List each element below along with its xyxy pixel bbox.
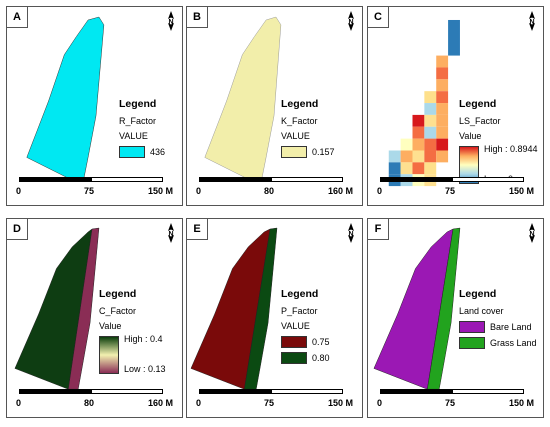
scale-tick: 80 xyxy=(264,186,275,196)
scale-tick: 0 xyxy=(196,398,202,408)
ramp-high-label: High : 0.4 xyxy=(124,334,163,344)
scale-tick: 0 xyxy=(16,186,22,196)
panel-a: A Legend R_Factor VALUE 436 0 75 150 M xyxy=(6,6,183,206)
color-ramp: High : 0.4 Low : 0.13 xyxy=(99,334,166,374)
layer-name: Land cover xyxy=(459,306,504,316)
scale-tick: 75 xyxy=(445,186,456,196)
legend-item-label: Bare Land xyxy=(490,322,532,332)
legend-item: 0.75 xyxy=(281,336,330,348)
scale-bar: 0 80 160 M xyxy=(15,389,175,413)
scale-tick: 0 xyxy=(377,398,383,408)
scale-tick: 160 M xyxy=(148,398,174,408)
north-arrow-icon xyxy=(348,11,354,31)
legend-title: Legend xyxy=(281,288,319,300)
legend-item: Grass Land xyxy=(459,337,537,349)
legend-item: 436 xyxy=(119,146,165,158)
scale-bar: 0 80 160 M xyxy=(195,177,355,201)
scale-tick: 75 xyxy=(264,398,275,408)
north-arrow-icon xyxy=(529,11,535,31)
legend: Legend K_Factor VALUE 0.157 xyxy=(281,98,335,162)
ramp-low-label: Low : 0.13 xyxy=(124,364,166,374)
legend-swatch xyxy=(281,146,307,158)
map-land-cover xyxy=(373,227,461,390)
panel-f: F Legend Land cover Bare Land Grass Land… xyxy=(367,218,544,418)
scale-tick: 150 M xyxy=(328,398,354,408)
field-name: VALUE xyxy=(281,321,310,331)
legend-swatch xyxy=(281,352,307,364)
north-arrow-icon xyxy=(168,223,174,243)
scale-tick: 160 M xyxy=(328,186,354,196)
field-name: Value xyxy=(99,321,122,331)
map-c-factor xyxy=(14,227,100,390)
legend-swatch xyxy=(459,321,485,333)
scale-tick: 0 xyxy=(196,186,202,196)
legend-item-label: 0.157 xyxy=(312,147,335,157)
scale-bar: 0 75 150 M xyxy=(376,177,536,201)
layer-name: K_Factor xyxy=(281,116,318,126)
scale-tick: 75 xyxy=(84,186,95,196)
legend-item-label: 436 xyxy=(150,147,166,157)
legend-title: Legend xyxy=(119,98,157,110)
ramp-swatch xyxy=(459,146,479,184)
panel-b: B Legend K_Factor VALUE 0.157 0 80 160 M xyxy=(186,6,363,206)
scale-tick: 150 M xyxy=(148,186,174,196)
ramp-high-label: High : 0.8944 xyxy=(484,144,538,154)
scale-tick: 75 xyxy=(445,398,456,408)
layer-name: P_Factor xyxy=(281,306,318,316)
legend-item-label: 0.80 xyxy=(312,353,330,363)
legend: Legend R_Factor VALUE 436 xyxy=(119,98,165,162)
legend-swatch xyxy=(459,337,485,349)
scale-tick: 0 xyxy=(16,398,22,408)
legend: Legend LS_Factor Value High : 0.8944 Low… xyxy=(459,98,538,184)
map-k-factor xyxy=(204,16,282,179)
panel-label: D xyxy=(7,219,28,240)
panel-label: E xyxy=(187,219,208,240)
legend-item: Bare Land xyxy=(459,321,537,333)
legend-swatch xyxy=(281,336,307,348)
legend-title: Legend xyxy=(459,98,497,110)
scale-tick: 80 xyxy=(84,398,95,408)
legend-swatch xyxy=(119,146,145,158)
ramp-swatch xyxy=(99,336,119,374)
panel-label: C xyxy=(368,7,389,28)
legend-title: Legend xyxy=(99,288,137,300)
legend-title: Legend xyxy=(281,98,319,110)
legend-item-label: Grass Land xyxy=(490,338,537,348)
legend: Legend Land cover Bare Land Grass Land xyxy=(459,288,537,353)
panel-e: E Legend P_Factor VALUE 0.75 0.80 0 75 1… xyxy=(186,218,363,418)
legend-title: Legend xyxy=(459,288,497,300)
scale-bar: 0 75 150 M xyxy=(376,389,536,413)
layer-name: R_Factor xyxy=(119,116,157,126)
legend-item: 0.157 xyxy=(281,146,335,158)
legend: Legend C_Factor Value High : 0.4 Low : 0… xyxy=(99,288,166,374)
field-name: VALUE xyxy=(119,131,148,141)
scale-tick: 150 M xyxy=(509,186,535,196)
field-name: VALUE xyxy=(281,131,310,141)
legend: Legend P_Factor VALUE 0.75 0.80 xyxy=(281,288,330,368)
scale-tick: 150 M xyxy=(509,398,535,408)
map-p-factor xyxy=(190,227,278,390)
panel-label: B xyxy=(187,7,208,28)
panel-c: C Legend LS_Factor Value High : 0.8944 L… xyxy=(367,6,544,206)
scale-tick: 0 xyxy=(377,186,383,196)
layer-name: LS_Factor xyxy=(459,116,501,126)
scale-bar: 0 75 150 M xyxy=(15,177,175,201)
panel-label: A xyxy=(7,7,28,28)
north-arrow-icon xyxy=(348,223,354,243)
scale-bar: 0 75 150 M xyxy=(195,389,355,413)
north-arrow-icon xyxy=(529,223,535,243)
panel-d: D Legend C_Factor Value High : 0.4 Low :… xyxy=(6,218,183,418)
panel-label: F xyxy=(368,219,389,240)
legend-item: 0.80 xyxy=(281,352,330,364)
field-name: Value xyxy=(459,131,482,141)
legend-item-label: 0.75 xyxy=(312,337,330,347)
layer-name: C_Factor xyxy=(99,306,137,316)
north-arrow-icon xyxy=(168,11,174,31)
